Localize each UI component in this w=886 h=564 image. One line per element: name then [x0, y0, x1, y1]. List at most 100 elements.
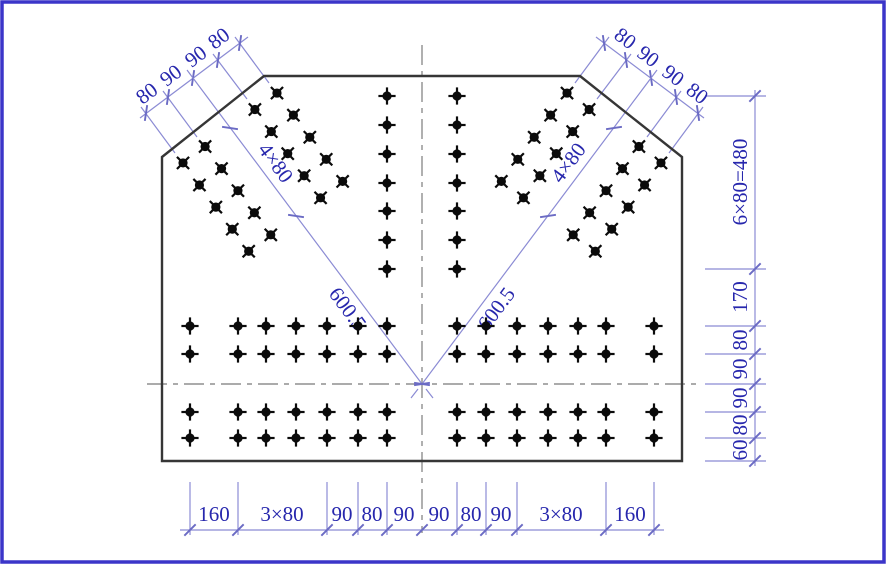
bolt	[181, 429, 199, 447]
bolt-spike	[286, 108, 293, 114]
dim-tick	[647, 523, 661, 537]
bolt	[508, 403, 526, 421]
bolt	[527, 130, 542, 145]
bolt-body	[649, 321, 659, 331]
bolt-spike	[343, 174, 350, 181]
bolt-body	[261, 349, 271, 359]
bolt-spike	[516, 190, 523, 197]
bolt-spike	[541, 177, 547, 183]
bolt-spike	[640, 147, 646, 154]
bolt-spike	[278, 94, 284, 100]
bolt	[516, 190, 531, 205]
bolt-body	[452, 349, 462, 359]
bolt-spike	[502, 174, 509, 181]
bolt-spike	[313, 190, 320, 197]
bolt-spike	[184, 156, 190, 162]
bolt-spike	[280, 155, 287, 161]
bolt-spike	[343, 182, 350, 189]
bolt-spike	[272, 236, 278, 242]
bolt	[582, 205, 597, 220]
bolt	[448, 429, 466, 447]
bolt-spike	[263, 227, 270, 234]
bolt	[257, 429, 275, 447]
bolt-body	[185, 407, 195, 417]
bolt	[477, 429, 495, 447]
dim-label: 160	[198, 502, 230, 526]
bolt-spike	[233, 222, 240, 228]
bolt	[632, 139, 646, 154]
bolt-body	[382, 321, 392, 331]
bolt-spike	[239, 183, 245, 190]
bolt	[645, 429, 663, 447]
bolt-spike	[289, 146, 295, 153]
dim-label: 60	[728, 440, 752, 461]
bolt	[539, 345, 557, 363]
bolt-spike	[568, 86, 574, 92]
dim-tick	[231, 523, 245, 537]
bolt-spike	[289, 155, 295, 161]
bolt-spike	[192, 186, 199, 192]
bolt-body	[573, 349, 583, 359]
bolt	[569, 429, 587, 447]
bolt	[287, 345, 305, 363]
bolt	[539, 317, 557, 335]
bolt-spike	[335, 182, 342, 189]
bolt-spike	[588, 252, 594, 259]
bolt-spike	[247, 205, 254, 212]
bolt	[448, 345, 466, 363]
bolt-spike	[604, 230, 611, 237]
bolt-spike	[596, 244, 603, 250]
bolt	[539, 429, 557, 447]
bolt-spike	[255, 214, 262, 220]
bolt	[286, 108, 301, 123]
bolt-spike	[294, 108, 301, 114]
bolt	[318, 345, 336, 363]
bolt	[621, 200, 635, 214]
bolt-body	[543, 349, 553, 359]
dim-tick	[748, 89, 762, 103]
bolt	[597, 429, 615, 447]
bolt-spike	[294, 116, 301, 123]
right-dim-chain: 6×80=480 170 80 90 90 80 60	[728, 89, 762, 468]
bolt-body	[512, 349, 522, 359]
bolt	[263, 227, 278, 242]
bolt-spike	[524, 199, 531, 205]
bolt-spike	[549, 155, 555, 161]
bolt-spike	[311, 138, 317, 145]
bolt	[549, 146, 564, 161]
bolt-spike	[263, 236, 270, 242]
dim-tick	[287, 213, 305, 219]
bolt-spike	[305, 168, 312, 175]
bolt-body	[382, 91, 392, 101]
bolt-spike	[613, 222, 619, 228]
bolt	[214, 161, 229, 176]
bolt-spike	[629, 208, 635, 214]
dim-tick	[748, 454, 762, 468]
dim-line	[421, 69, 658, 385]
bolt-spike	[184, 164, 190, 170]
bolt-body	[481, 433, 491, 443]
bolt	[569, 403, 587, 421]
bolt	[448, 317, 466, 335]
dim-tick	[479, 523, 493, 537]
bolt	[229, 403, 247, 421]
bolt-spike	[590, 110, 596, 117]
dim-tick	[221, 125, 239, 131]
bottom-dim-chain: 160 3×80 90 80 90 90 80 90 3×80 160	[180, 502, 664, 537]
bolt	[615, 161, 630, 176]
dim-tick	[450, 523, 464, 537]
bolt-spike	[231, 192, 237, 198]
bolt-body	[322, 349, 332, 359]
bolt	[318, 429, 336, 447]
bolt-spike	[565, 124, 572, 131]
right-brace-bolt-field	[494, 86, 668, 259]
dim-tick	[380, 523, 394, 537]
dim-label: 80	[362, 502, 383, 526]
bolt-spike	[255, 205, 262, 212]
bolt-body	[649, 407, 659, 417]
dim-label: 90	[394, 502, 415, 526]
bolt	[597, 345, 615, 363]
bolt	[569, 317, 587, 335]
dim-label: 90	[728, 388, 752, 409]
bolt-spike	[311, 130, 317, 136]
